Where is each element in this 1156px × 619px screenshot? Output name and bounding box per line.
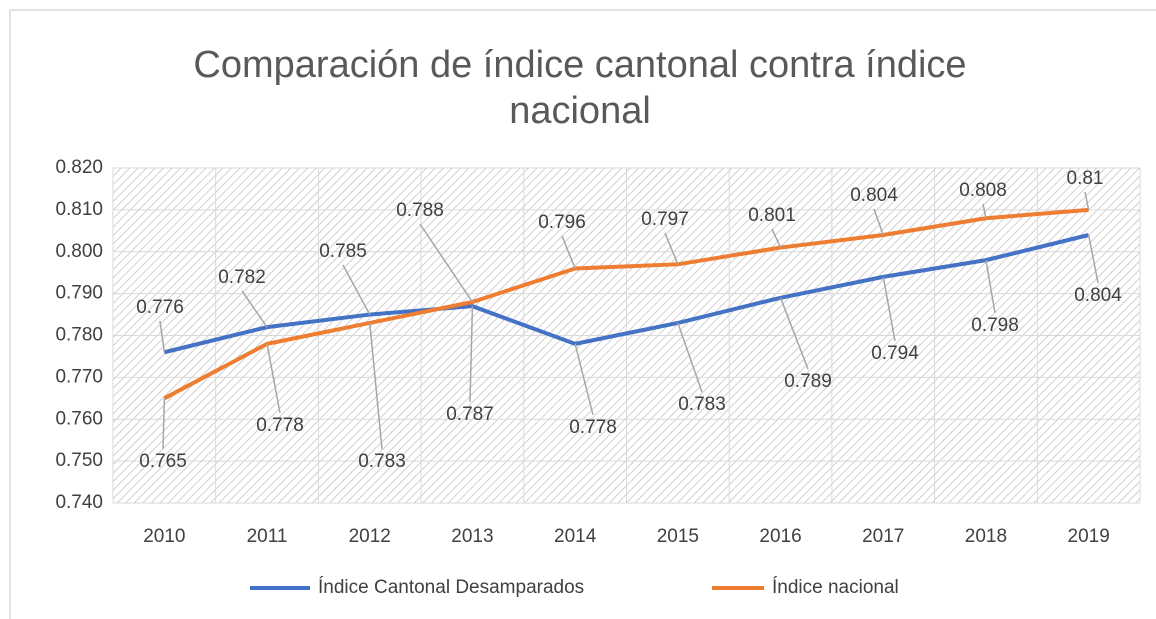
x-tick-label: 2011: [247, 526, 288, 547]
y-tick-label: 0.770: [55, 366, 103, 387]
data-label: 0.788: [396, 200, 444, 221]
leader-line: [469, 306, 474, 403]
data-label: 0.797: [641, 209, 689, 230]
y-tick-label: 0.750: [55, 450, 103, 471]
leader-line: [985, 259, 996, 314]
x-tick-label: 2015: [657, 526, 699, 547]
chart-title: Comparación de índice cantonal contra ín…: [193, 44, 967, 132]
data-label: 0.801: [748, 205, 796, 226]
leader-line: [162, 398, 166, 450]
leader-line: [419, 223, 474, 303]
line-series: [163, 207, 1089, 401]
leader-line: [873, 208, 884, 236]
x-tick-label: 2018: [965, 526, 1007, 547]
leader-line: [771, 228, 782, 248]
data-label: 0.794: [871, 343, 919, 364]
data-label: 0.789: [784, 371, 832, 392]
leader-line: [574, 343, 594, 416]
x-tick-label: 2012: [349, 526, 391, 547]
y-tick-label: 0.760: [55, 408, 103, 429]
data-label: 0.765: [139, 451, 187, 472]
leader-line: [677, 322, 703, 393]
data-label: 0.808: [959, 180, 1007, 201]
data-label: 0.798: [971, 315, 1019, 336]
data-label: 0.804: [1074, 285, 1122, 306]
leader-line: [1087, 234, 1099, 284]
data-label: 0.796: [538, 212, 586, 233]
y-tick-label: 0.820: [55, 157, 103, 178]
data-label: 0.783: [678, 394, 726, 415]
leader-line: [664, 232, 679, 265]
x-tick-label: 2010: [143, 526, 185, 547]
y-tick-label: 0.800: [55, 241, 103, 262]
line-series: [163, 233, 1090, 355]
chart-border: [9, 9, 1156, 619]
data-label: 0.804: [850, 185, 898, 206]
y-tick-label: 0.780: [55, 325, 103, 346]
leader-line: [342, 264, 371, 315]
data-label: 0.782: [218, 267, 266, 288]
x-tick-label: 2019: [1068, 526, 1110, 547]
data-label: 0.778: [569, 417, 617, 438]
data-label: 0.785: [319, 241, 367, 262]
x-tick-label: 2016: [759, 526, 801, 547]
legend-label: Índice Cantonal Desamparados: [318, 577, 584, 598]
leader-line: [241, 290, 268, 328]
leader-line: [982, 203, 987, 219]
data-label: 0.778: [256, 415, 304, 436]
data-label: 0.787: [446, 404, 494, 425]
leader-line: [779, 297, 809, 370]
legend-label: Índice nacional: [772, 577, 899, 598]
x-tick-label: 2017: [862, 526, 904, 547]
y-tick-label: 0.810: [55, 199, 103, 220]
x-tick-label: 2014: [554, 526, 597, 547]
y-tick-label: 0.740: [55, 492, 103, 513]
leader-line: [159, 320, 166, 353]
leader-line: [882, 276, 896, 342]
leader-line: [561, 235, 576, 269]
leader-line: [1084, 191, 1090, 211]
data-label: 0.776: [136, 297, 184, 318]
x-tick-label: 2013: [451, 526, 493, 547]
data-label: 0.783: [358, 451, 406, 472]
leader-line: [266, 343, 281, 414]
data-label: 0.81: [1067, 168, 1104, 189]
y-tick-label: 0.790: [55, 283, 103, 304]
leader-line: [369, 322, 383, 450]
